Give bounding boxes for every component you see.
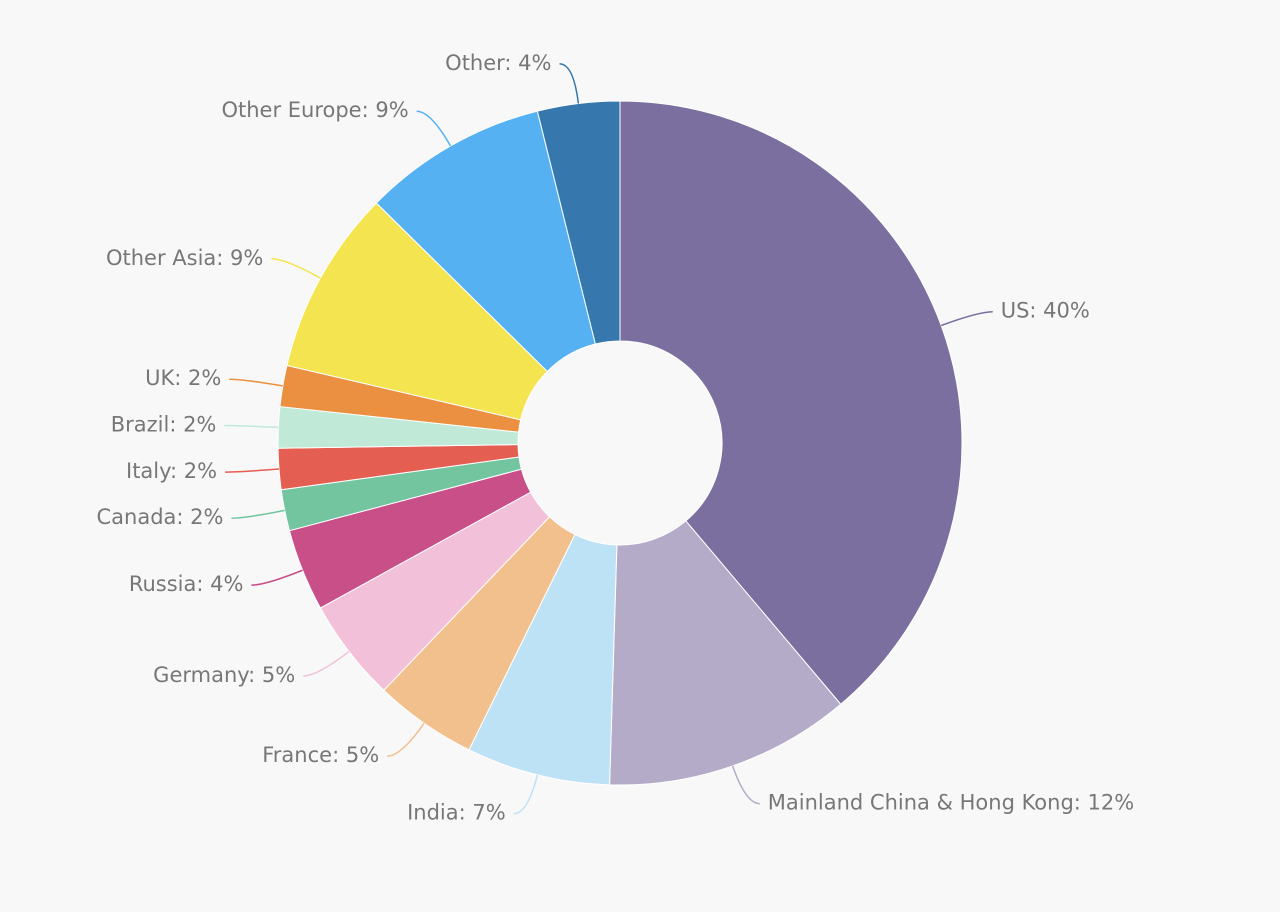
slice	[286, 202, 549, 421]
leader-line	[303, 650, 350, 677]
slice	[609, 520, 842, 786]
leader-line	[225, 468, 280, 473]
slice-label: Other: 4%	[445, 51, 551, 75]
leader-line	[251, 569, 303, 586]
slice	[619, 100, 963, 705]
slice-label: Other Europe: 9%	[221, 98, 408, 122]
leader-line	[231, 509, 285, 519]
slice-label: France: 5%	[262, 743, 379, 767]
leader-line	[559, 63, 580, 104]
slice-label: Mainland China & Hong Kong: 12%	[768, 791, 1134, 815]
leader-line	[387, 722, 425, 757]
leader-line	[271, 258, 321, 279]
leader-line	[731, 765, 760, 805]
leader-line	[416, 110, 452, 147]
slice-label: Italy: 2%	[126, 459, 217, 483]
leader-line	[224, 424, 279, 429]
slice	[375, 110, 596, 373]
leader-line	[513, 774, 539, 815]
slice-label: Brazil: 2%	[111, 413, 217, 437]
leader-line	[229, 378, 283, 387]
slice-label: Germany: 5%	[153, 663, 295, 687]
leader-line	[940, 310, 993, 327]
slice-label: Russia: 4%	[129, 572, 244, 596]
slice-label: Canada: 2%	[96, 505, 223, 529]
slice-label: Other Asia: 9%	[106, 246, 263, 270]
slice-label: US: 40%	[1001, 299, 1090, 323]
slice	[536, 100, 621, 345]
slice-label: India: 7%	[407, 801, 506, 825]
slice-label: UK: 2%	[145, 366, 221, 390]
